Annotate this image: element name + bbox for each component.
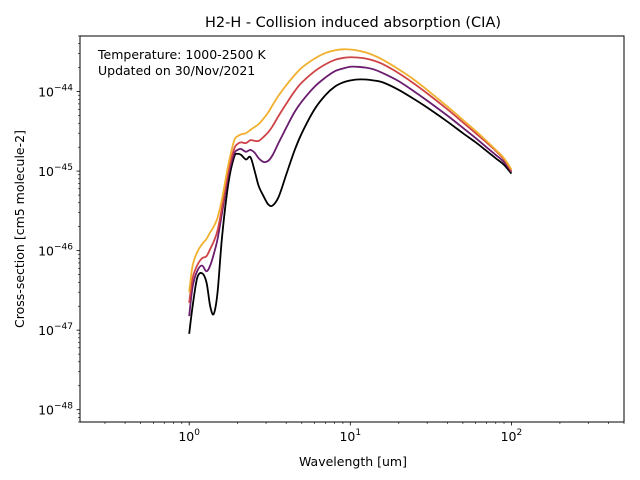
x-axis-label: Wavelength [um] [299, 454, 407, 469]
y-tick-label: 10−44 [38, 84, 73, 100]
y-axis-label: Cross-section [cm5 molecule-2] [12, 130, 27, 328]
annotation-temperature: Temperature: 1000-2500 K [97, 47, 266, 62]
y-axis-ticks: 10−48 10−47 10−46 10−45 10−44 [38, 35, 80, 423]
series-line-3 [188, 56, 513, 304]
y-tick-label: 10−46 [38, 243, 73, 259]
chart-title: H2-H - Collision induced absorption (CIA… [205, 15, 501, 31]
x-tick-label: 100 [178, 428, 200, 444]
x-tick-label: 102 [501, 428, 523, 444]
series-line-1 [188, 78, 513, 334]
y-tick-label: 10−48 [38, 402, 73, 418]
y-tick-label: 10−45 [38, 163, 73, 179]
y-tick-label: 10−47 [38, 322, 73, 338]
plot-frame [79, 35, 625, 423]
x-tick-label: 101 [339, 428, 361, 444]
series-layer [188, 48, 513, 334]
x-axis-ticks: 100 101 102 [104, 422, 625, 444]
annotation-updated: Updated on 30/Nov/2021 [98, 63, 255, 78]
series-line-2 [188, 65, 513, 317]
series-line-4 [188, 48, 513, 293]
